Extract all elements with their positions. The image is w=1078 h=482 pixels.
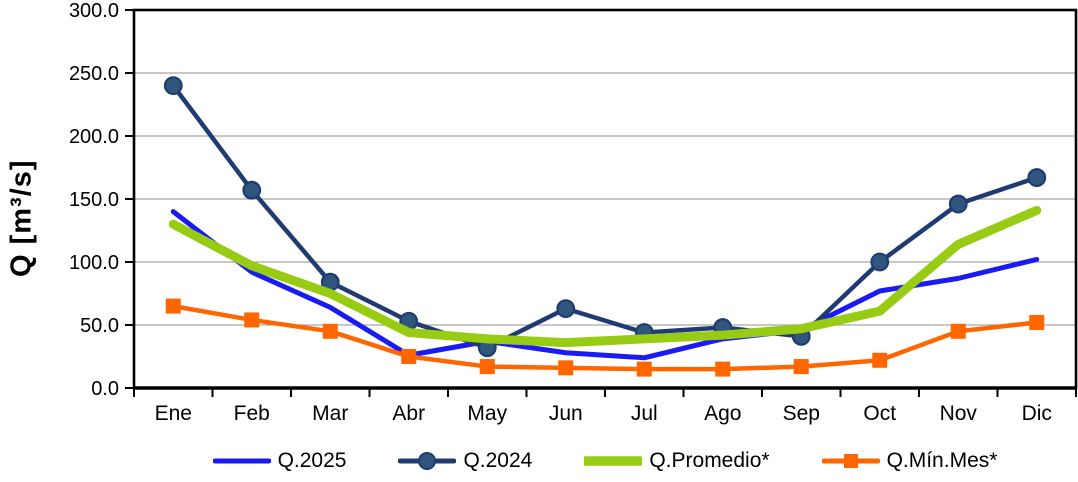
legend-series-label: Q.2024	[463, 449, 533, 472]
series-line-3	[171, 303, 1039, 372]
legend-item: Q.Mín.Mes*	[821, 449, 998, 473]
legend-item: Q.Promedio*	[584, 449, 770, 473]
legend-series-label: Q.2025	[277, 449, 347, 472]
series-line-2	[168, 205, 1042, 348]
x-tick-label: Ago	[704, 402, 741, 425]
y-tick-label: 300.0	[69, 0, 119, 22]
x-tick-label: Dic	[1022, 402, 1052, 425]
legend-marker-circle	[418, 452, 437, 470]
x-tick-label: Sep	[783, 402, 820, 425]
legend-item: Q.2025	[212, 449, 347, 473]
data-point-square	[165, 298, 181, 314]
y-tick-label: 150.0	[69, 189, 119, 211]
data-point-circle	[556, 299, 576, 319]
legend-series-swatch	[212, 458, 271, 464]
legend-item: Q.2024	[398, 449, 532, 473]
data-point-circle	[1027, 168, 1047, 187]
x-tick-label: Oct	[863, 402, 896, 425]
y-tick-label: 0.0	[91, 378, 119, 400]
legend-marker-square	[843, 454, 858, 468]
data-point-square	[322, 323, 338, 339]
x-tick-label: Abr	[392, 402, 425, 425]
data-point-circle	[163, 76, 183, 95]
legend-series-swatch	[584, 456, 643, 466]
data-point-circle	[242, 180, 262, 200]
legend-series-label: Q.Mín.Mes*	[886, 449, 998, 472]
data-point-square	[872, 352, 888, 368]
x-tick-label: May	[467, 402, 507, 425]
x-tick-label: Jul	[631, 402, 658, 425]
x-tick-label: Mar	[312, 402, 348, 425]
chart-legend: Q.2025 Q.2024 Q.Promedio* Q.Mín.Mes*	[134, 444, 1076, 478]
data-point-square	[793, 359, 809, 375]
legend-series-label: Q.Promedio*	[649, 449, 770, 472]
data-point-square	[479, 359, 495, 375]
data-point-square	[1029, 314, 1045, 330]
x-tick-label: Nov	[940, 402, 978, 425]
x-tick-label: Feb	[234, 402, 270, 425]
data-point-square	[244, 312, 260, 328]
x-tick-label: Jun	[549, 402, 583, 425]
data-point-square	[636, 361, 652, 377]
data-point-square	[950, 323, 966, 339]
data-point-circle	[870, 252, 890, 272]
y-tick-label: 200.0	[69, 126, 119, 148]
data-point-square	[558, 360, 574, 376]
legend-series-swatch	[821, 454, 880, 468]
data-point-circle	[948, 194, 968, 214]
series-line-1	[171, 83, 1039, 350]
data-point-square	[401, 349, 417, 364]
x-tick-label: Ene	[155, 402, 192, 425]
y-tick-label: 50.0	[80, 315, 119, 337]
y-tick-label: 250.0	[69, 63, 119, 85]
legend-series-swatch	[398, 452, 457, 470]
series-line-0	[170, 209, 1040, 361]
line-chart-plot: 0.0 50.0 100.0 150.0 200.0 250.0 300.0 Ene Feb Ma…	[69, 0, 1078, 425]
y-tick-label: 100.0	[69, 252, 119, 274]
data-point-square	[715, 361, 731, 377]
